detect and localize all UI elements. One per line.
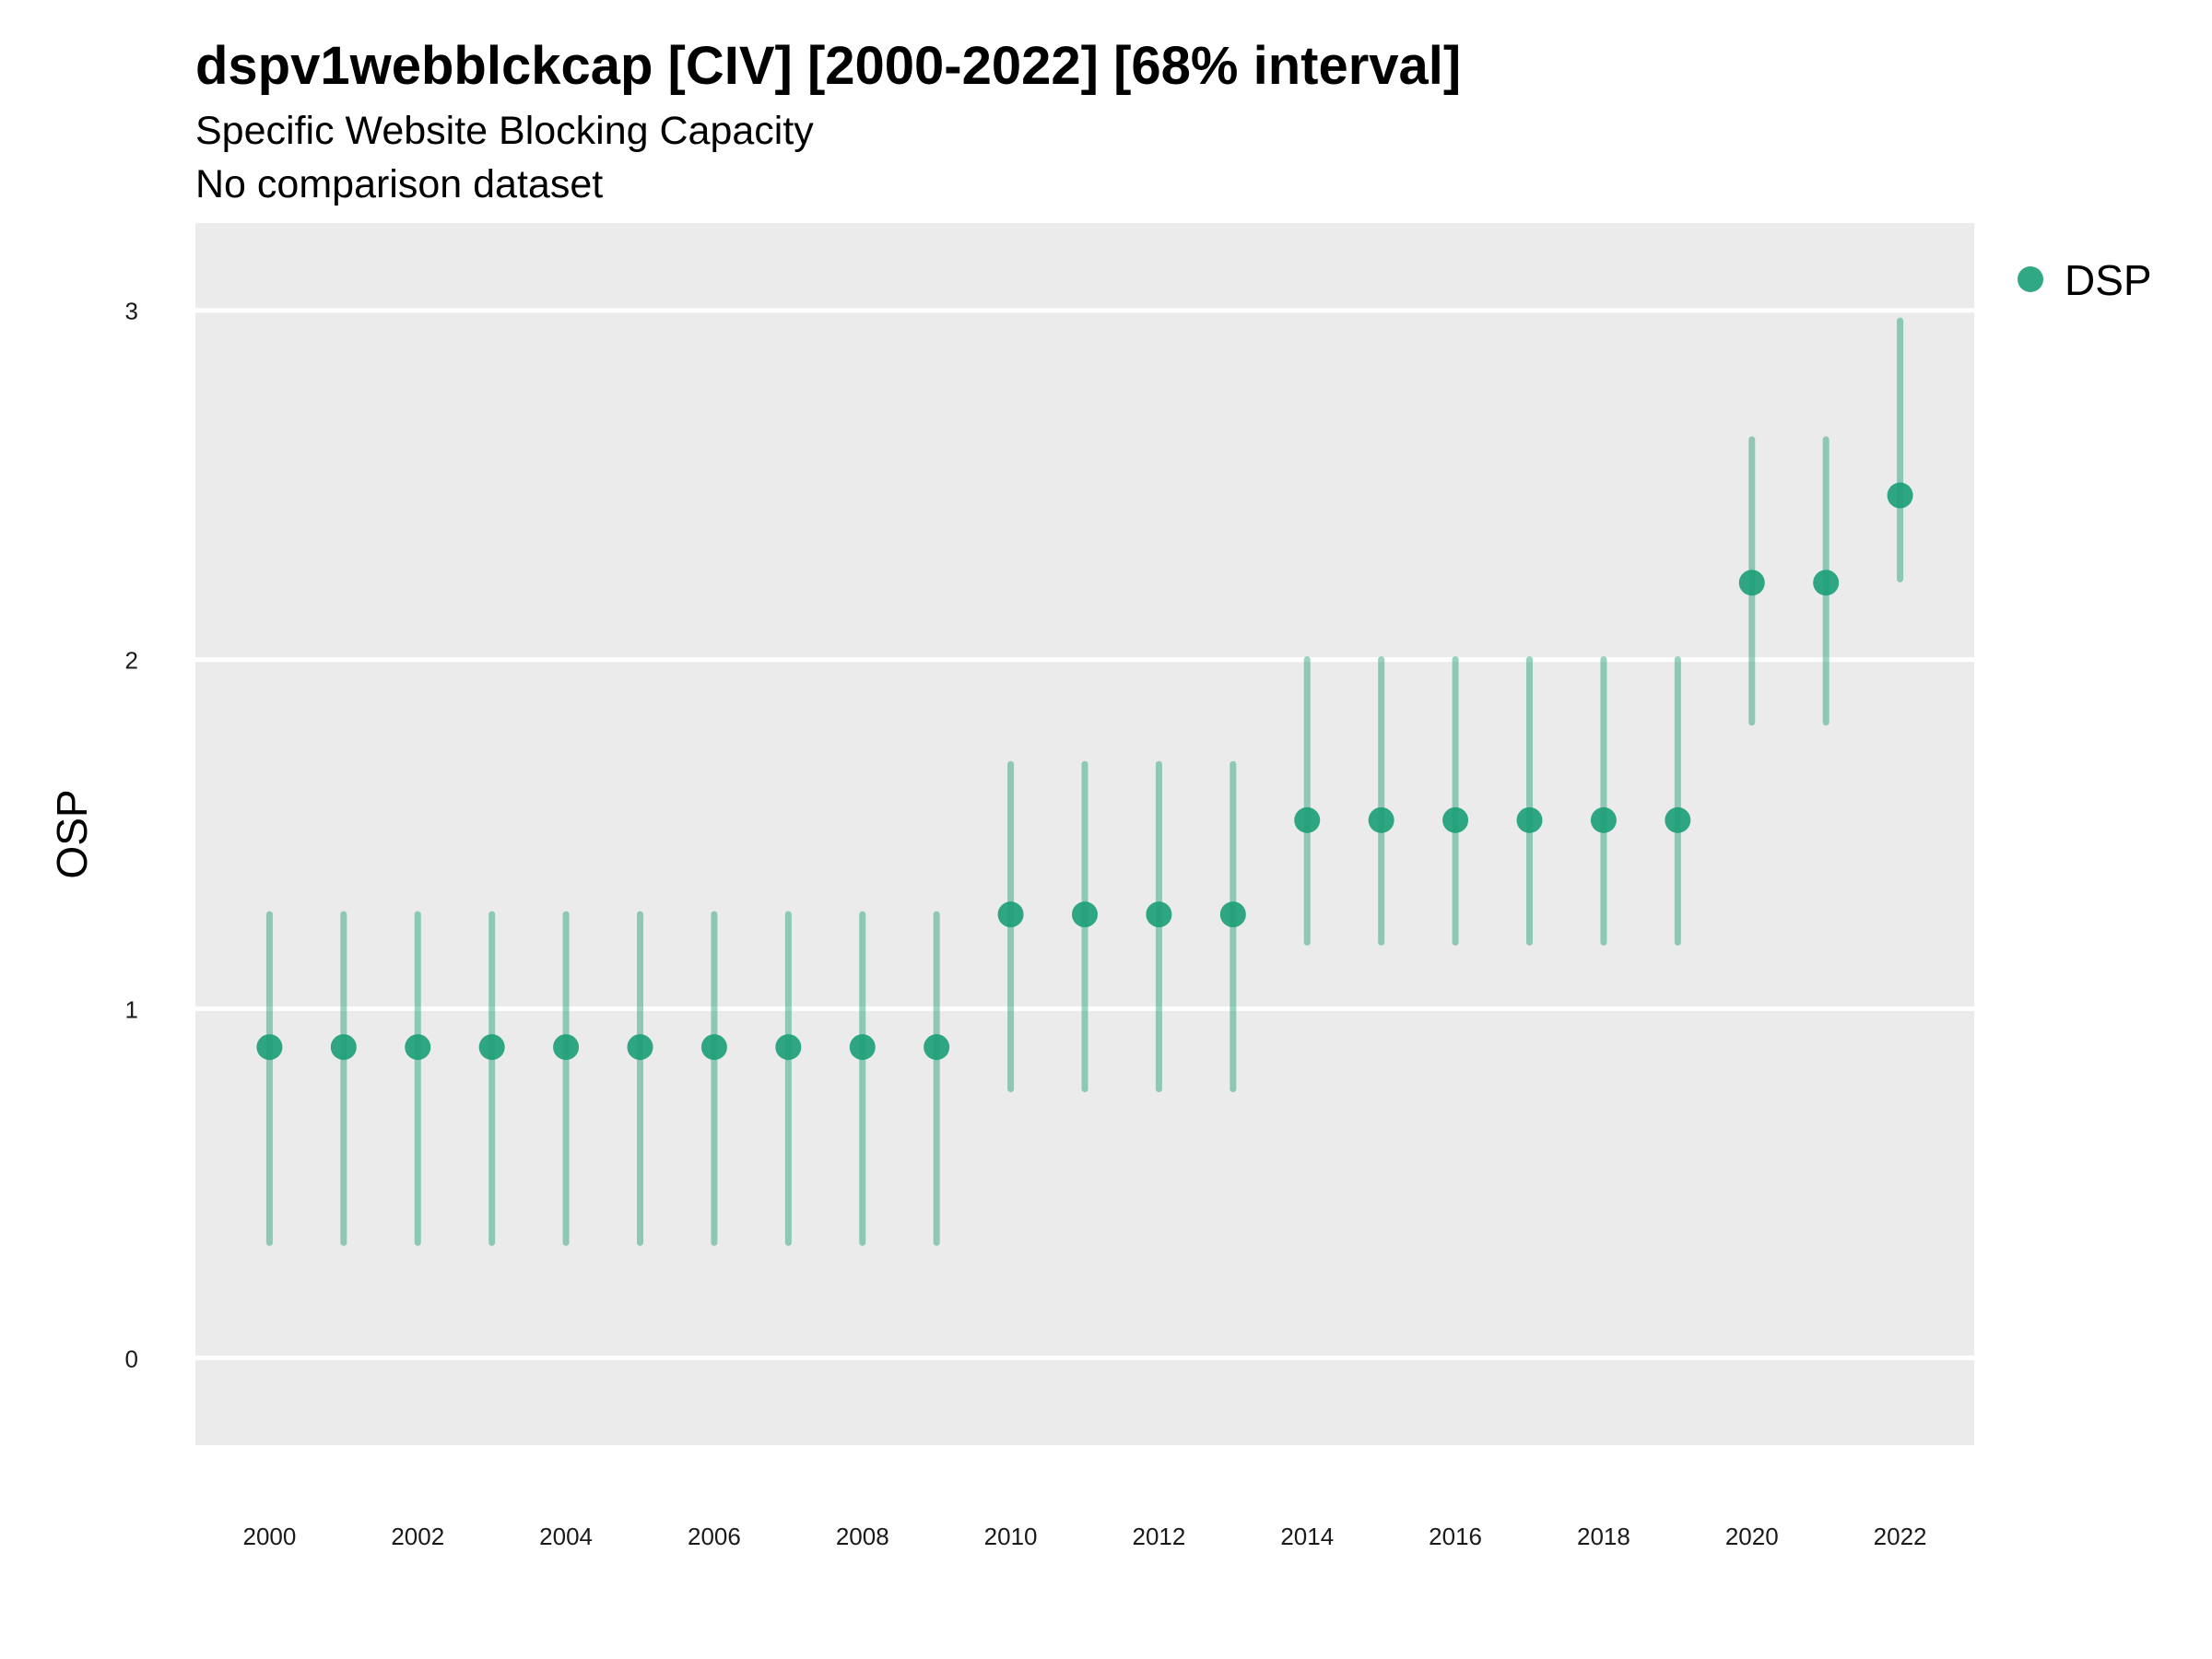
point-2001 — [330, 1034, 357, 1061]
point-2012 — [1146, 901, 1172, 928]
point-2015 — [1368, 806, 1394, 833]
series-dsp — [256, 317, 1913, 1246]
chart-subtitle-2: No comparison dataset — [195, 162, 604, 206]
x-tick-label-2020: 2020 — [1725, 1523, 1779, 1550]
x-tick-label-2016: 2016 — [1429, 1523, 1482, 1550]
x-tick-label-2006: 2006 — [688, 1523, 741, 1550]
point-2014 — [1294, 806, 1321, 833]
point-2004 — [553, 1034, 580, 1061]
chart-subtitle-1: Specific Website Blocking Capacity — [195, 109, 814, 153]
point-2002 — [405, 1034, 431, 1061]
point-2019 — [1665, 806, 1691, 833]
plot-panel — [195, 223, 1974, 1445]
point-2009 — [924, 1034, 950, 1061]
legend-label-dsp: DSP — [2065, 256, 2152, 304]
legend-key-dsp — [2018, 266, 2043, 292]
point-2022 — [1887, 482, 1913, 509]
point-2021 — [1813, 570, 1840, 596]
x-tick-label-2002: 2002 — [391, 1523, 444, 1550]
x-tick-label-2010: 2010 — [984, 1523, 1038, 1550]
y-tick-label-2: 2 — [125, 647, 138, 675]
point-2017 — [1516, 806, 1543, 833]
chart-title: dspv1webblckcap [CIV] [2000-2022] [68% i… — [195, 36, 1462, 96]
point-2010 — [997, 901, 1024, 928]
point-2000 — [256, 1034, 283, 1061]
legend: DSP — [2018, 256, 2152, 304]
x-tick-label-2014: 2014 — [1280, 1523, 1334, 1550]
y-tick-label-0: 0 — [125, 1345, 138, 1372]
point-2008 — [849, 1034, 876, 1061]
x-tick-label-2008: 2008 — [836, 1523, 889, 1550]
point-2011 — [1072, 901, 1098, 928]
point-2003 — [478, 1034, 505, 1061]
x-tick-labels: 2000 2002 2004 2006 2008 2010 2012 2014 2016 2018… — [242, 1523, 1926, 1550]
y-tick-label-1: 1 — [125, 995, 138, 1023]
point-2018 — [1590, 806, 1617, 833]
point-2016 — [1442, 806, 1469, 833]
grid-lines — [195, 308, 1974, 1360]
point-2005 — [627, 1034, 653, 1061]
x-tick-label-2004: 2004 — [539, 1523, 593, 1550]
point-2020 — [1738, 570, 1765, 596]
point-2007 — [775, 1034, 802, 1061]
x-tick-label-2018: 2018 — [1577, 1523, 1630, 1550]
point-2013 — [1219, 901, 1246, 928]
y-axis-title: OSP — [48, 789, 96, 878]
y-tick-labels: 0 1 2 3 — [125, 298, 138, 1373]
y-tick-label-3: 3 — [125, 298, 138, 325]
x-tick-label-2012: 2012 — [1132, 1523, 1185, 1550]
point-2006 — [700, 1034, 727, 1061]
x-tick-label-2000: 2000 — [242, 1523, 296, 1550]
x-tick-label-2022: 2022 — [1874, 1523, 1927, 1550]
